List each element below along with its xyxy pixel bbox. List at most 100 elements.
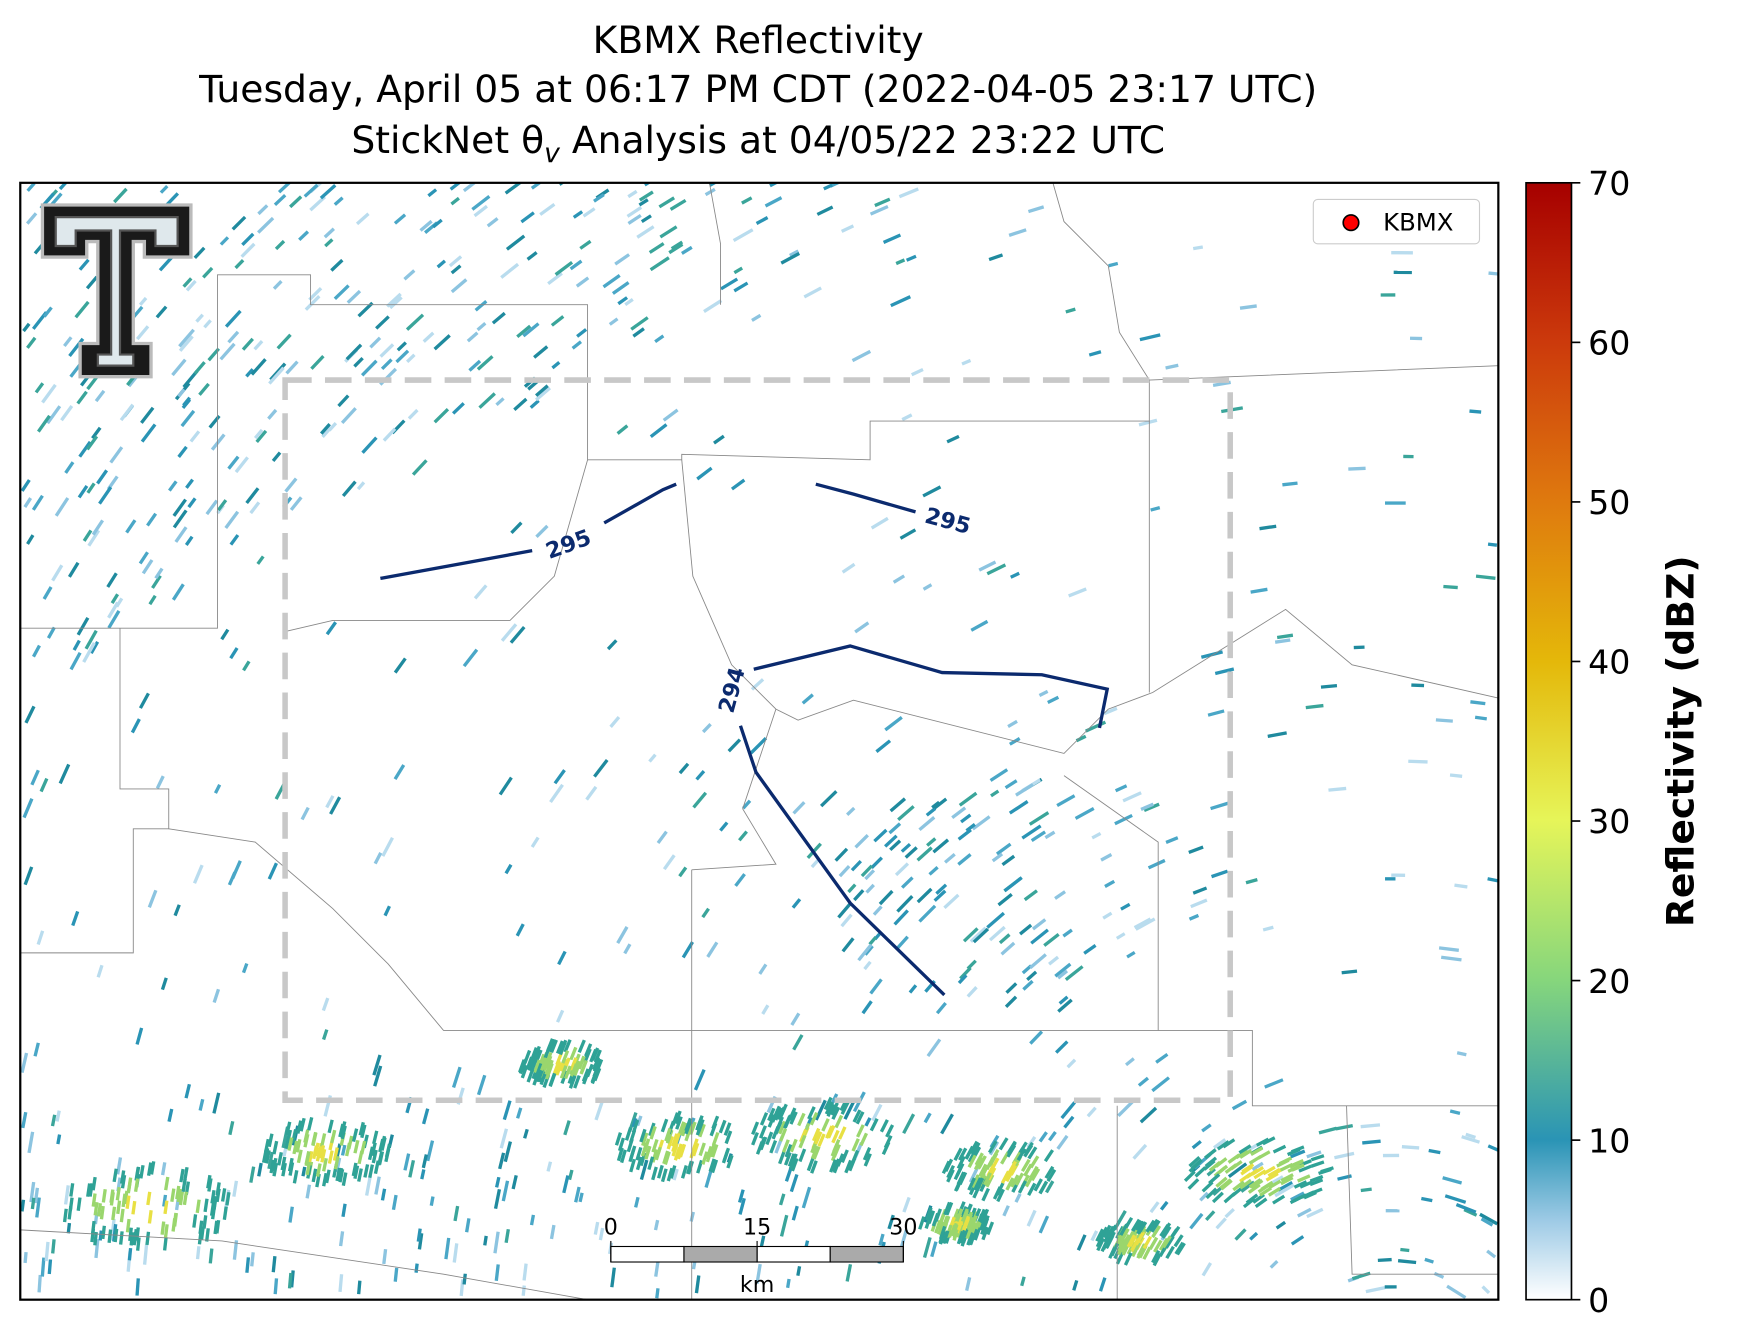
echo: [33, 1042, 40, 1057]
echo: [889, 797, 907, 813]
echo: [377, 1151, 385, 1165]
echo: [792, 801, 806, 815]
echo: [257, 204, 269, 216]
echo: [853, 889, 865, 902]
echo: [889, 839, 902, 852]
echo: [806, 1157, 815, 1172]
echo: [1297, 1207, 1312, 1218]
echo: [660, 1118, 669, 1133]
echo: [197, 1230, 203, 1245]
echo: [910, 367, 924, 377]
echo: [292, 1169, 299, 1184]
echo: [617, 1137, 626, 1152]
echo: [1120, 1227, 1130, 1242]
echo: [624, 297, 634, 307]
echo: [395, 349, 410, 364]
echo: [181, 1178, 187, 1193]
echo: [821, 1118, 830, 1132]
echo: [616, 424, 629, 435]
echo: [176, 1188, 182, 1203]
echo: [1262, 1165, 1276, 1176]
echo: [573, 1075, 581, 1089]
echo: [1479, 1212, 1499, 1226]
echo: [627, 214, 642, 225]
echo: [325, 621, 337, 636]
echo: [177, 445, 188, 458]
echo: [552, 1060, 561, 1074]
echo: [817, 1133, 826, 1147]
echo: [672, 1168, 679, 1181]
echo: [870, 856, 883, 869]
echo: [1126, 1234, 1136, 1248]
echo: [231, 215, 247, 231]
echo: [417, 1232, 424, 1250]
echo: [213, 783, 222, 794]
echo: [162, 1237, 168, 1251]
echo: [1106, 1231, 1116, 1245]
echo: [1204, 1156, 1218, 1168]
echo: [333, 284, 350, 301]
echo: [1480, 1217, 1494, 1227]
echo: [202, 1215, 208, 1229]
echo: [1272, 1144, 1287, 1154]
echo: [695, 1115, 704, 1129]
echo: [938, 1225, 947, 1240]
echo: [195, 1246, 201, 1260]
echo: [351, 1162, 358, 1177]
echo: [967, 1177, 976, 1191]
echo: [750, 678, 765, 691]
echo: [193, 246, 206, 260]
echo: [1192, 245, 1204, 251]
echo: [526, 1069, 535, 1083]
echo: [1487, 542, 1498, 547]
echo: [1210, 801, 1231, 811]
echo: [579, 239, 592, 250]
echo: [1131, 1242, 1141, 1256]
echo: [1046, 1168, 1057, 1183]
echo: [207, 1178, 213, 1192]
echo: [608, 317, 619, 326]
echo: [171, 358, 187, 377]
echo: [208, 1248, 214, 1264]
echo: [792, 1034, 804, 1051]
echo: [1054, 1040, 1069, 1054]
echo: [1188, 1155, 1201, 1168]
echo: [1267, 1167, 1281, 1178]
echo: [1038, 1215, 1050, 1234]
echo: [644, 1145, 652, 1160]
title-line-3: StickNet θv Analysis at 04/05/22 23:22 U…: [351, 118, 1165, 169]
echo: [569, 1046, 578, 1061]
colorbar-tick-label: 10: [1588, 1121, 1630, 1160]
echo: [292, 1140, 299, 1155]
echo: [91, 1193, 97, 1207]
echo: [783, 1115, 792, 1129]
echo: [972, 927, 990, 944]
echo: [46, 405, 62, 425]
echo: [37, 414, 51, 433]
echo: [1026, 1209, 1037, 1227]
echo: [1098, 1277, 1107, 1292]
echo: [1019, 923, 1033, 936]
echo: [569, 259, 583, 271]
echo: [1227, 1162, 1248, 1179]
echo: [1239, 1148, 1253, 1159]
echo: [636, 225, 655, 239]
echo: [419, 219, 433, 232]
echo: [535, 384, 549, 397]
echo: [807, 1106, 816, 1120]
echo: [215, 1182, 221, 1196]
echo: [231, 860, 242, 880]
echo: [1044, 1165, 1055, 1179]
echo: [1187, 1178, 1200, 1190]
echo: [958, 791, 978, 807]
echo: [109, 1192, 115, 1206]
echo: [553, 769, 566, 785]
echo: [732, 228, 754, 243]
echo: [23, 866, 34, 886]
echo: [966, 1231, 974, 1246]
echo: [500, 623, 518, 642]
echo: [462, 648, 479, 668]
echo: [1260, 1180, 1274, 1191]
echo: [1148, 1236, 1159, 1250]
echo: [315, 1163, 322, 1177]
